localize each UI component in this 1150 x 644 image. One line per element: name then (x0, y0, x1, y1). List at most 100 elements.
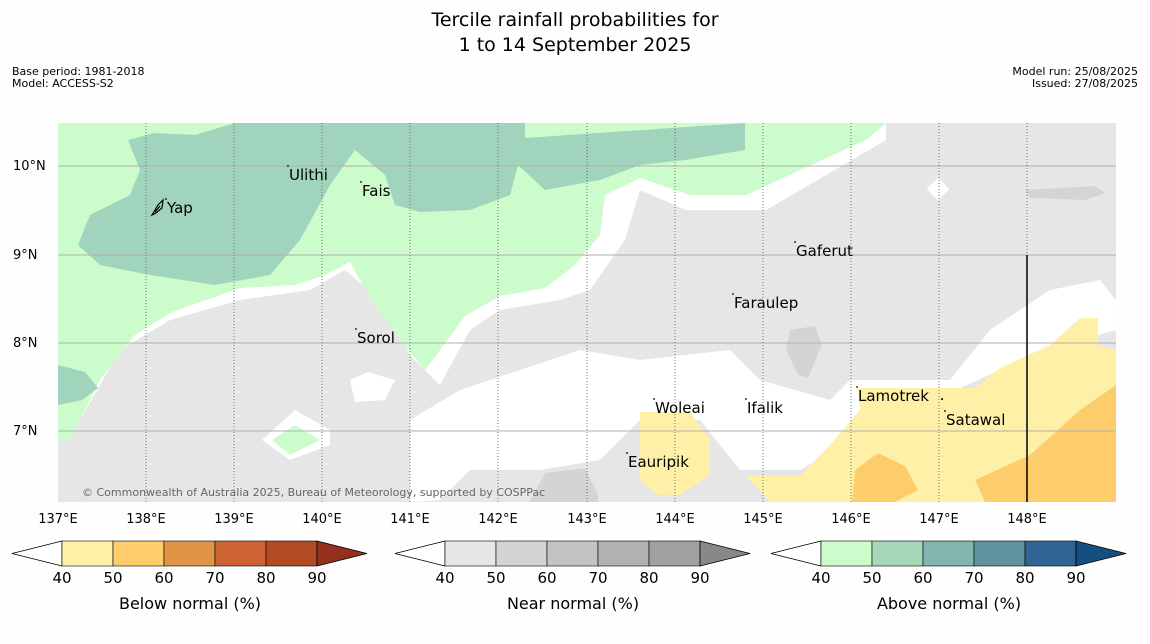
place-labels: Yap Ulithi Fais Gaferut Faraulep Sorol Woleai I… (165, 165, 1005, 471)
colorbars: 40 50 60 70 80 90 40 50 60 70 80 90 40 50 60 70 80 90 (11, 540, 1127, 587)
colorbar-extend-left (11, 540, 63, 567)
colorbar: 40 50 60 70 80 90 (11, 540, 368, 587)
longitude-label: 140°E (302, 512, 342, 527)
longitude-label: 144°E (655, 512, 695, 527)
colorbar-tick-label: 60 (537, 569, 556, 587)
place-label: Fais (362, 182, 391, 200)
latitude-label: 9°N (13, 248, 38, 263)
model-run: Model run: 25/08/2025 (1012, 65, 1138, 78)
colorbar-label-below: Below normal (%) (118, 594, 262, 613)
yellow-region-southeast (746, 318, 1116, 502)
colorbar-segment (546, 540, 599, 567)
place-marker (856, 386, 858, 388)
place-marker (287, 165, 289, 167)
grey-spot-south (530, 468, 598, 502)
longitude-label: 138°E (126, 512, 166, 527)
meta-right: Model run: 25/08/2025 Issued: 27/08/2025 (1012, 66, 1138, 90)
place-marker (745, 398, 747, 400)
place-label: Eauripik (628, 453, 689, 471)
colorbar-tick-label: 50 (103, 569, 122, 587)
meta-left: Base period: 1981-2018 Model: ACCESS-S2 (12, 66, 144, 90)
latitude-label: 7°N (13, 424, 38, 439)
longitude-label: 141°E (390, 512, 430, 527)
colorbar-segment (495, 540, 548, 567)
title-line-1: Tercile rainfall probabilities for (431, 9, 719, 31)
colorbar-extend-left (394, 540, 446, 567)
colorbar-segment (648, 540, 701, 567)
island-dot (941, 398, 943, 400)
place-label: Gaferut (796, 242, 853, 260)
colorbar-segment (112, 540, 165, 567)
colorbar: 40 50 60 70 80 90 (770, 540, 1127, 587)
colorbar-segment (1024, 540, 1077, 567)
model-name: Model: ACCESS-S2 (12, 77, 114, 90)
colorbar-tick-label: 80 (256, 569, 275, 587)
place-marker (626, 452, 628, 454)
colorbar-tick-label: 50 (862, 569, 881, 587)
latitude-labels: 10°N 9°N 8°N 7°N (13, 159, 46, 439)
colorbar: 40 50 60 70 80 90 (394, 540, 751, 587)
place-marker (165, 198, 167, 200)
latitude-label: 8°N (13, 336, 38, 351)
teal-region-west (58, 365, 98, 405)
grey-spot-faraulep (786, 326, 822, 378)
colorbar-segment (444, 540, 497, 567)
colorbar-extend-right (316, 540, 368, 567)
longitude-label: 146°E (831, 512, 871, 527)
place-label: Lamotrek (858, 387, 929, 405)
colorbar-tick-label: 80 (639, 569, 658, 587)
place-marker (794, 241, 796, 243)
place-label: Sorol (357, 329, 395, 347)
colorbar-tick-label: 40 (811, 569, 830, 587)
issued-date: Issued: 27/08/2025 (1031, 77, 1138, 90)
colorbar-segment (871, 540, 924, 567)
colorbar-tick-label: 70 (588, 569, 607, 587)
colorbar-tick-label: 90 (1066, 569, 1085, 587)
colorbar-extend-right (699, 540, 751, 567)
yap-island-shape (150, 198, 164, 217)
colorbar-tick-label: 90 (690, 569, 709, 587)
colorbar-segment (820, 540, 873, 567)
colorbar-label-above: Above normal (%) (876, 594, 1022, 613)
longitude-label: 139°E (214, 512, 254, 527)
colorbar-tick-label: 80 (1015, 569, 1034, 587)
white-patch-sorol (350, 372, 395, 402)
colorbar-tick-label: 60 (154, 569, 173, 587)
place-label: Ifalik (747, 399, 783, 417)
colorbar-segment (597, 540, 650, 567)
longitude-label: 137°E (38, 512, 78, 527)
colorbar-extend-right (1075, 540, 1127, 567)
colorbar-tick-label: 50 (486, 569, 505, 587)
green-patch-west (272, 425, 320, 455)
place-label: Yap (166, 199, 193, 217)
colorbar-segment (61, 540, 114, 567)
orange-region-east (975, 385, 1116, 502)
teal-region-60 (78, 123, 745, 285)
colorbar-tick-label: 40 (52, 569, 71, 587)
colorbar-segment (214, 540, 267, 567)
orange-region-lamotrek (852, 453, 918, 502)
place-marker (732, 293, 734, 295)
colorbar-extend-left (770, 540, 822, 567)
place-marker (944, 410, 946, 412)
base-period: Base period: 1981-2018 (12, 65, 145, 78)
colorbar-segment (922, 540, 975, 567)
longitude-label: 143°E (567, 512, 607, 527)
longitude-label: 147°E (919, 512, 959, 527)
longitude-label: 148°E (1007, 512, 1047, 527)
latitude-label: 10°N (13, 159, 46, 174)
place-marker (355, 328, 357, 330)
place-label: Ulithi (289, 166, 328, 184)
grid-lines (58, 123, 1116, 502)
colorbar-segment (265, 540, 318, 567)
colorbar-segment (163, 540, 216, 567)
grey-spot-east (1025, 186, 1105, 200)
colorbar-tick-label: 90 (307, 569, 326, 587)
colorbar-tick-label: 70 (205, 569, 224, 587)
title-line-2: 1 to 14 September 2025 (458, 34, 692, 56)
longitude-labels: 137°E 138°E 139°E 140°E 141°E 142°E 143°E 144°E… (38, 512, 1047, 527)
longitude-label: 142°E (478, 512, 518, 527)
colorbar-tick-label: 40 (435, 569, 454, 587)
colorbar-tick-label: 70 (964, 569, 983, 587)
